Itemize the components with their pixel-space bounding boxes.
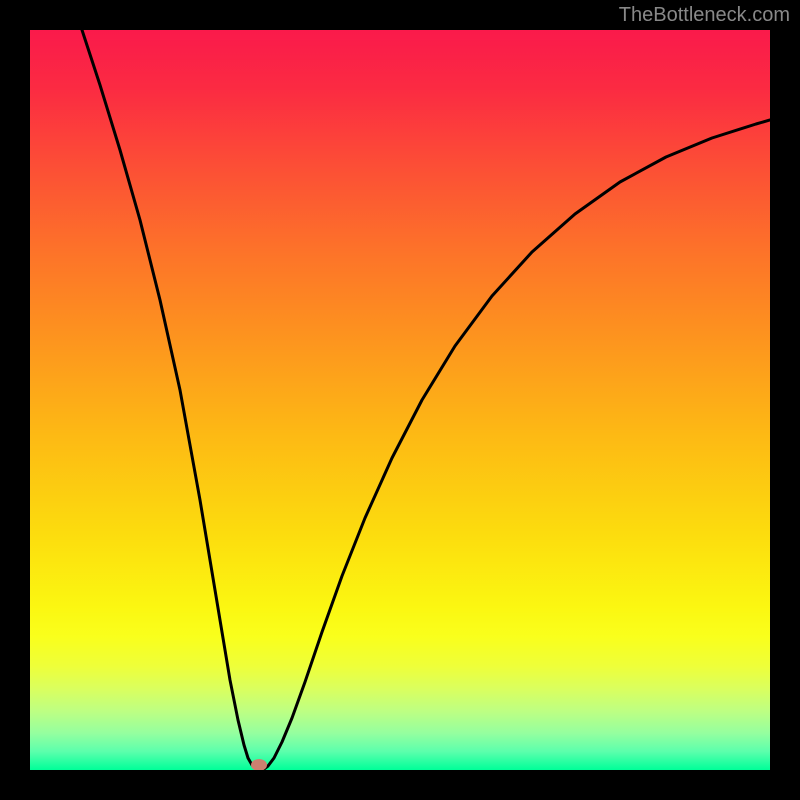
chart-container — [0, 0, 800, 800]
curve-path — [82, 30, 770, 770]
watermark-text: TheBottleneck.com — [619, 4, 790, 27]
frame-right — [770, 0, 800, 800]
bottleneck-curve — [30, 30, 770, 770]
optimal-point-marker — [251, 759, 267, 770]
frame-bottom — [0, 770, 800, 800]
plot-area — [30, 30, 770, 770]
frame-left — [0, 0, 30, 800]
